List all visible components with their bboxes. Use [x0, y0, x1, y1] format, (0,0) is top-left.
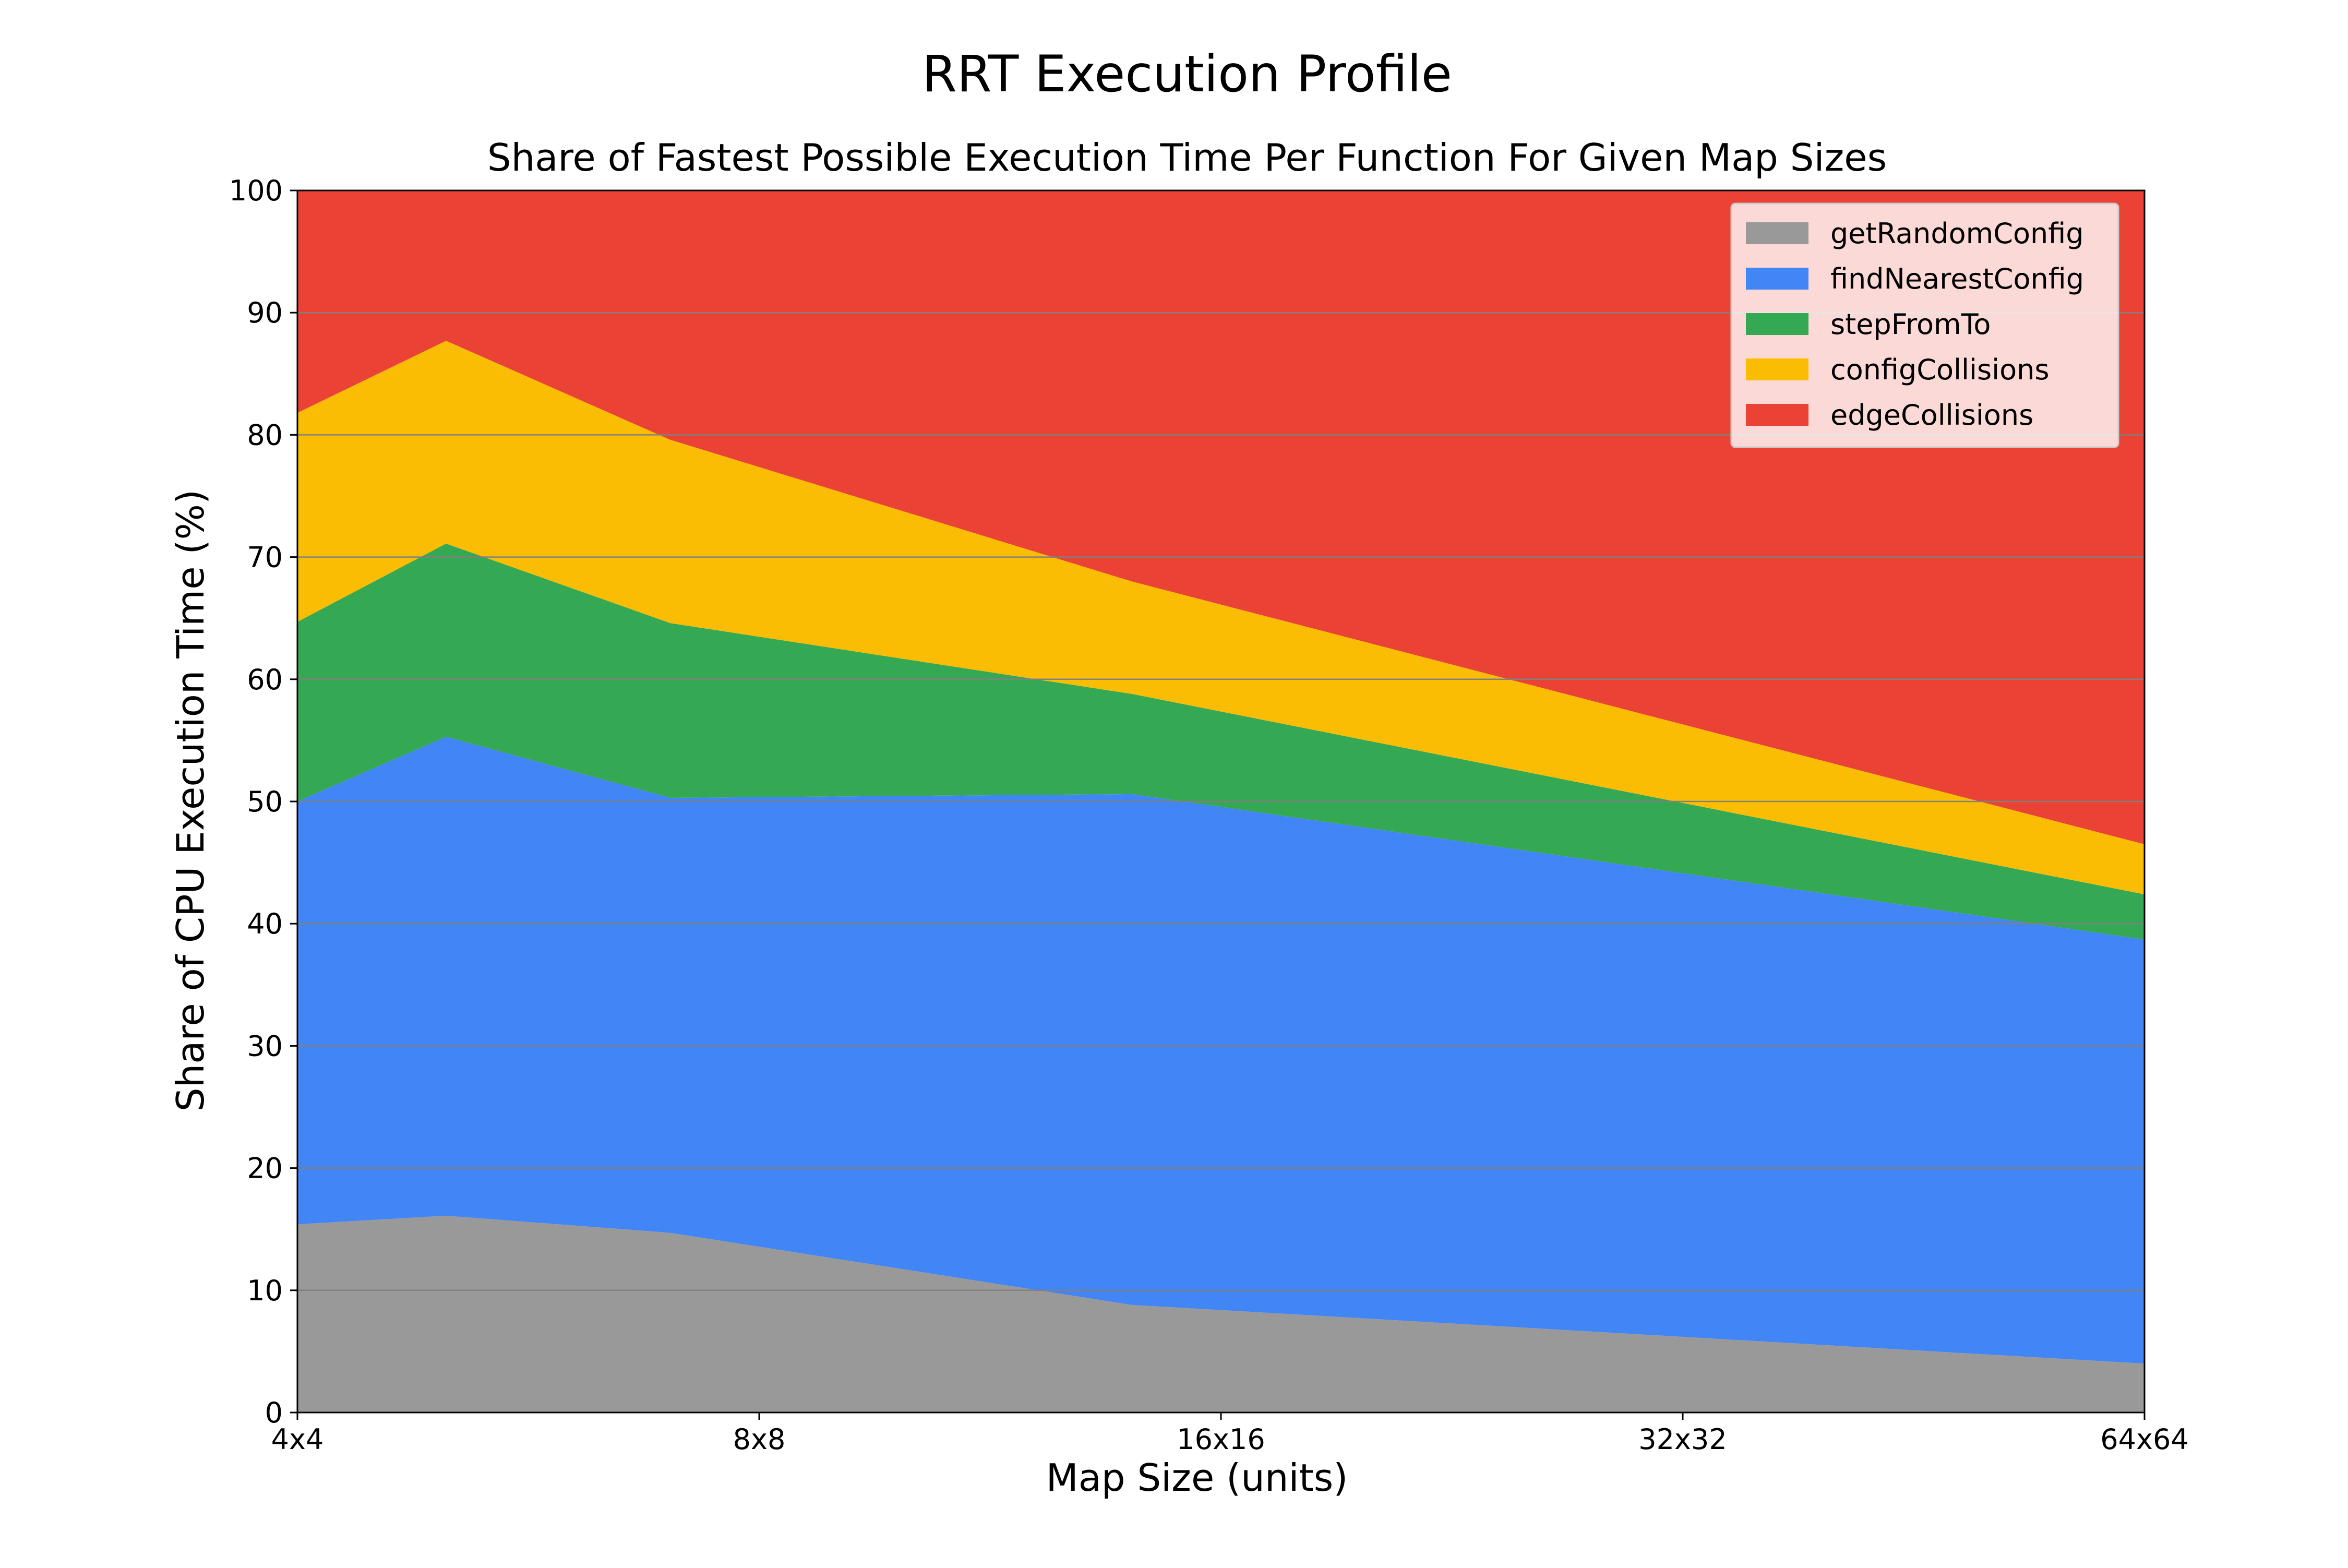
- chart-subtitle: Share of Fastest Possible Execution Time…: [487, 136, 1887, 179]
- area-findNearestConfig: [297, 736, 2145, 1364]
- legend-label-configCollisions: configCollisions: [1830, 353, 2050, 386]
- y-tick-label: 90: [247, 296, 283, 329]
- area-edgeCollisions: [297, 190, 2145, 844]
- y-tick-label: 0: [265, 1396, 283, 1429]
- y-axis-label: Share of CPU Execution Time (%): [169, 489, 212, 1111]
- y-tick-label: 30: [247, 1030, 283, 1062]
- y-tick-label: 50: [247, 785, 283, 818]
- x-tick-label: 4x4: [271, 1423, 324, 1456]
- legend-swatch-getRandomConfig: [1746, 222, 1808, 244]
- areas-layer: [297, 190, 2145, 1413]
- legend-label-findNearestConfig: findNearestConfig: [1830, 262, 2084, 295]
- x-tick-label: 16x16: [1177, 1423, 1265, 1456]
- legend-swatch-edgeCollisions: [1746, 404, 1808, 426]
- x-axis-label: Map Size (units): [1046, 1456, 1348, 1500]
- chart-title: RRT Execution Profile: [922, 45, 1452, 103]
- legend: getRandomConfig findNearestConfig stepFrom…: [1730, 202, 2119, 448]
- legend-swatch-stepFromTo: [1746, 313, 1808, 335]
- ticks-layer: 0 10 20 30 40 50 60 70 80 90 100 4x4 8x8 16x16 32x32 64…: [229, 174, 2189, 1456]
- legend-label-stepFromTo: stepFromTo: [1830, 308, 1991, 341]
- area-stepFromTo: [297, 543, 2145, 940]
- area-getRandomConfig: [297, 1215, 2145, 1413]
- legend-label-getRandomConfig: getRandomConfig: [1830, 217, 2084, 250]
- legend-label-edgeCollisions: edgeCollisions: [1830, 399, 2033, 432]
- y-tick-label: 100: [229, 174, 283, 207]
- area-configCollisions: [297, 341, 2145, 894]
- x-tick-label: 32x32: [1638, 1423, 1727, 1456]
- y-tick-label: 80: [247, 418, 283, 451]
- x-tick-label: 8x8: [733, 1423, 786, 1456]
- legend-swatch-configCollisions: [1746, 358, 1808, 380]
- x-tick-label: 64x64: [2100, 1423, 2188, 1456]
- y-tick-label: 70: [247, 541, 283, 574]
- y-tick-label: 40: [247, 907, 283, 940]
- legend-box: [1730, 202, 2119, 448]
- legend-swatch-findNearestConfig: [1746, 268, 1808, 290]
- y-tick-label: 10: [247, 1274, 283, 1307]
- y-tick-label: 20: [247, 1152, 283, 1185]
- y-tick-label: 60: [247, 663, 283, 696]
